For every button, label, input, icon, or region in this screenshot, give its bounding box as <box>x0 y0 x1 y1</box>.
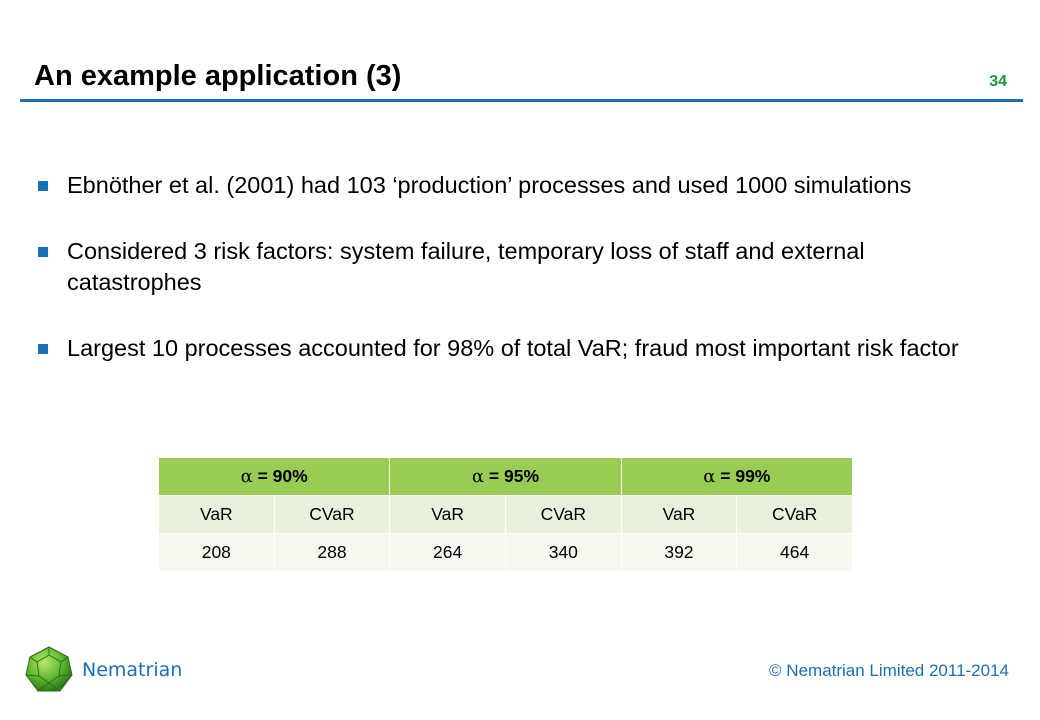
alpha-90-label: = 90% <box>252 466 308 486</box>
value-cell: 264 <box>389 533 506 572</box>
square-bullet-icon <box>38 344 48 354</box>
square-bullet-icon <box>38 181 48 191</box>
bullet-list: Ebnöther et al. (2001) had 103 ‘producti… <box>38 170 998 399</box>
alpha-95-label: = 95% <box>484 466 540 486</box>
bullet-item: Considered 3 risk factors: system failur… <box>38 236 998 298</box>
alpha-symbol: α <box>240 466 253 487</box>
slide-number: 34 <box>989 73 1007 90</box>
alpha-95-header: α = 95% <box>389 457 622 496</box>
table-subheader-row: VaR CVaR VaR CVaR VaR CVaR <box>158 495 853 534</box>
subheader-cell: VaR <box>158 495 275 534</box>
brand-name: Nematrian <box>82 659 183 681</box>
alpha-symbol: α <box>703 466 716 487</box>
subheader-cell: CVaR <box>273 495 391 534</box>
alpha-99-header: α = 99% <box>620 457 854 496</box>
value-cell: 208 <box>158 533 275 572</box>
subheader-cell: VaR <box>620 495 738 534</box>
subheader-cell: CVaR <box>736 495 853 534</box>
table-header-row: α = 90% α = 95% α = 99% <box>157 457 854 496</box>
bullet-text: Considered 3 risk factors: system failur… <box>67 238 865 295</box>
bullet-text: Ebnöther et al. (2001) had 103 ‘producti… <box>67 172 912 198</box>
value-cell: 392 <box>620 533 738 572</box>
value-cell: 288 <box>273 533 391 572</box>
table-row: 208 288 264 340 392 464 <box>158 533 853 572</box>
value-cell: 340 <box>504 533 622 572</box>
copyright-notice: © Nematrian Limited 2011-2014 <box>769 661 1009 680</box>
subheader-cell: CVaR <box>504 495 622 534</box>
var-cvar-table: α = 90% α = 95% α = 99% VaR CVaR VaR CVa… <box>157 457 854 572</box>
nematrian-logo-icon <box>25 646 73 692</box>
slide-title: An example application (3) <box>34 60 402 92</box>
alpha-99-label: = 99% <box>715 466 771 486</box>
value-cell: 464 <box>736 533 853 572</box>
title-divider <box>20 99 1023 102</box>
subheader-cell: VaR <box>389 495 506 534</box>
bullet-item: Largest 10 processes accounted for 98% o… <box>38 333 998 364</box>
alpha-90-header: α = 90% <box>157 457 391 496</box>
square-bullet-icon <box>38 247 48 257</box>
bullet-item: Ebnöther et al. (2001) had 103 ‘producti… <box>38 170 998 201</box>
alpha-symbol: α <box>471 466 485 487</box>
bullet-text: Largest 10 processes accounted for 98% o… <box>67 335 959 361</box>
